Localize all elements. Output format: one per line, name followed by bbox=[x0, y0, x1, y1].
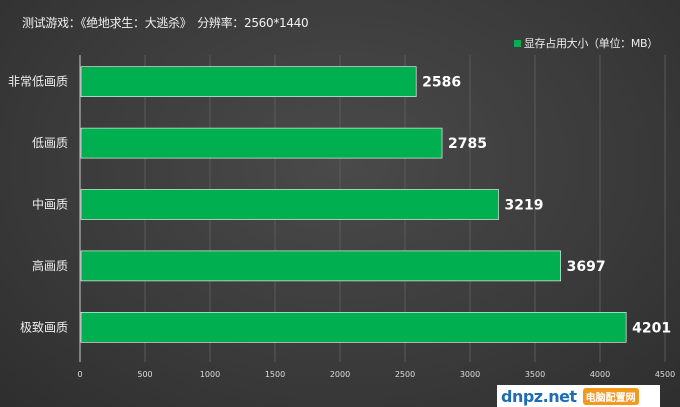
data-label: 2785 bbox=[448, 136, 487, 152]
category-label: 极致画质 bbox=[20, 320, 68, 334]
data-label: 4201 bbox=[632, 320, 671, 336]
category-label: 低画质 bbox=[32, 136, 68, 150]
chart-title: 测试游戏：《绝地求生：大逃杀》 分辨率：2560*1440 bbox=[22, 16, 309, 30]
x-tick-label: 3000 bbox=[460, 370, 480, 379]
watermark-tag: 电脑配置网 bbox=[582, 387, 639, 405]
x-tick-label: 0 bbox=[77, 370, 82, 379]
watermark-text: dnpz.net bbox=[501, 386, 577, 406]
bar bbox=[80, 311, 627, 343]
x-tick-label: 500 bbox=[137, 370, 152, 379]
category-label: 中画质 bbox=[32, 197, 68, 212]
legend: 显存占用大小（单位：MB） bbox=[513, 35, 658, 51]
data-label: 3697 bbox=[567, 259, 606, 275]
x-tick-label: 1000 bbox=[200, 370, 220, 379]
bar bbox=[80, 250, 561, 282]
x-tick-label: 2500 bbox=[395, 370, 415, 379]
category-label: 高画质 bbox=[32, 258, 68, 273]
legend-label: 显存占用大小（单位：MB） bbox=[523, 37, 658, 50]
watermark-logo: dnpz.net 电脑配置网 bbox=[497, 385, 660, 407]
x-tick-label: 1500 bbox=[265, 370, 285, 379]
bar bbox=[80, 127, 443, 159]
x-tick-label: 2000 bbox=[330, 370, 350, 379]
data-label: 3219 bbox=[504, 198, 543, 214]
data-label: 2586 bbox=[422, 75, 461, 91]
x-tick-label: 3500 bbox=[525, 370, 545, 379]
x-tick-label: 4500 bbox=[655, 370, 675, 379]
bar bbox=[80, 189, 499, 220]
bar bbox=[80, 66, 417, 97]
category-label: 非常低画质 bbox=[8, 75, 68, 89]
legend-swatch bbox=[513, 39, 521, 47]
x-tick-label: 4000 bbox=[590, 370, 610, 379]
